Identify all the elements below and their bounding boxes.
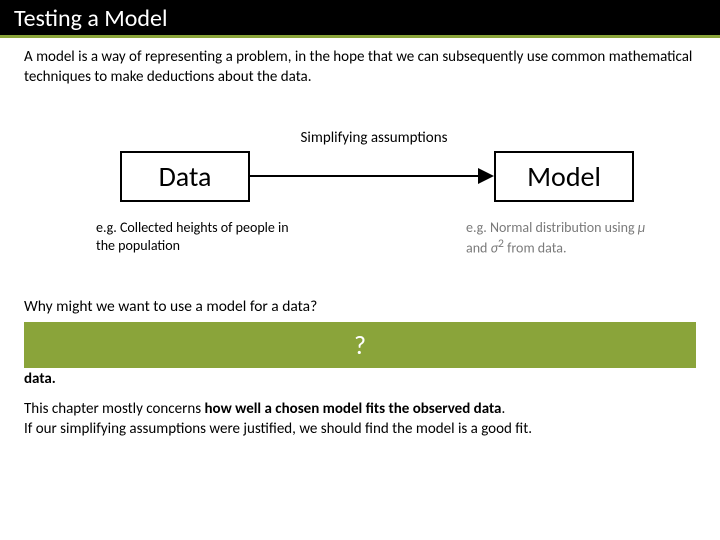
mu-symbol: μ [638,219,646,236]
arrow-icon [250,172,494,180]
diagram-region: Data Model Simplifying assumptions e.g. … [24,107,696,287]
cap-right-suffix: from data. [504,239,567,256]
slide-title: Testing a Model [14,4,167,33]
conclusion-1a: This chapter mostly concerns [24,400,204,418]
intro-text: A model is a way of representing a probl… [24,48,696,87]
why-question: Why might we want to use a model for a d… [24,297,696,316]
data-caption: e.g. Collected heights of people in the … [96,219,296,254]
cap-right-prefix: e.g. Normal distribution using [466,219,638,236]
model-caption: e.g. Normal distribution using μ and σ2 … [466,219,666,257]
conclusion-2: If our simplifying assumptions were just… [24,420,532,438]
slide-content: A model is a way of representing a probl… [0,38,720,439]
data-box: Data [120,151,250,202]
conclusion-1c: . [501,400,505,418]
cap-right-mid: and [466,239,491,256]
model-box: Model [494,151,634,202]
arrow-head-icon [478,168,494,184]
conclusion-text: This chapter mostly concerns how well a … [24,400,696,439]
slide-title-bar: Testing a Model [0,0,720,38]
sigma-symbol: σ [491,239,498,256]
reveal-placeholder[interactable]: ? [24,322,696,368]
data-bold-fragment: data. [24,370,696,388]
arrow-line [250,175,478,177]
placeholder-mark: ? [354,329,366,361]
assumption-label: Simplifying assumptions [264,129,484,147]
conclusion-1b: how well a chosen model fits the observe… [204,400,501,418]
